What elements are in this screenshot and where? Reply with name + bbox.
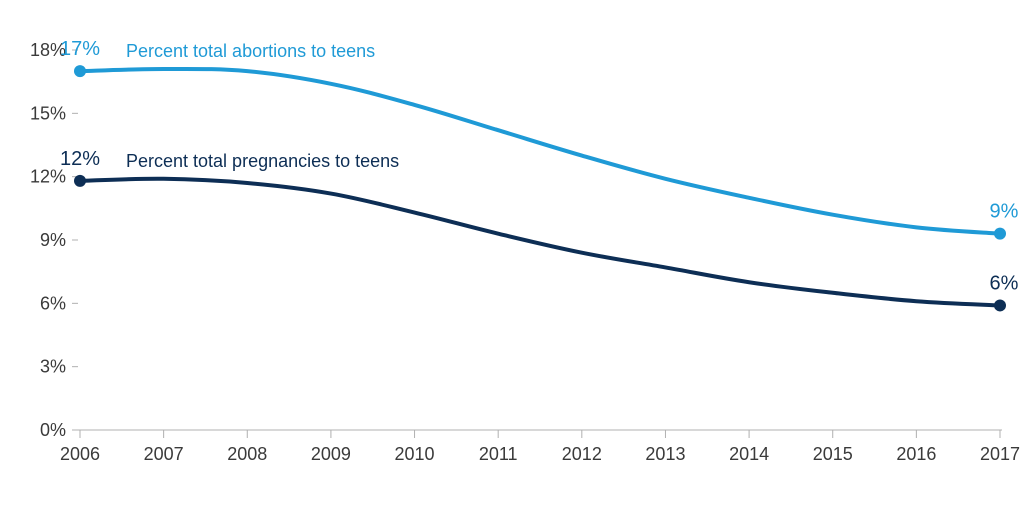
x-tick-label: 2008 — [227, 444, 267, 464]
series-first-marker-pregnancies — [74, 175, 86, 187]
y-tick-label: 6% — [40, 293, 66, 313]
series-last-label-abortions: 9% — [990, 201, 1019, 223]
x-tick-label: 2017 — [980, 444, 1020, 464]
x-tick-label: 2010 — [395, 444, 435, 464]
y-tick-label: 15% — [30, 103, 66, 123]
series-first-label-pregnancies: 12% — [60, 148, 100, 170]
series-last-label-pregnancies: 6% — [990, 272, 1019, 294]
x-tick-label: 2006 — [60, 444, 100, 464]
chart-svg: 0%3%6%9%12%15%18%20062007200820092010201… — [0, 0, 1024, 512]
y-tick-label: 0% — [40, 420, 66, 440]
x-tick-label: 2014 — [729, 444, 769, 464]
x-tick-label: 2013 — [645, 444, 685, 464]
series-first-marker-abortions — [74, 65, 86, 77]
x-tick-label: 2009 — [311, 444, 351, 464]
x-tick-label: 2012 — [562, 444, 602, 464]
y-tick-label: 9% — [40, 230, 66, 250]
series-name-label-pregnancies: Percent total pregnancies to teens — [126, 151, 399, 171]
x-tick-label: 2007 — [144, 444, 184, 464]
series-first-label-abortions: 17% — [60, 38, 100, 60]
y-tick-label: 3% — [40, 357, 66, 377]
line-chart: 0%3%6%9%12%15%18%20062007200820092010201… — [0, 0, 1024, 512]
series-line-pregnancies — [80, 179, 1000, 306]
x-tick-label: 2011 — [479, 444, 518, 464]
x-tick-label: 2016 — [896, 444, 936, 464]
x-tick-label: 2015 — [813, 444, 853, 464]
series-last-marker-abortions — [994, 228, 1006, 240]
series-name-label-abortions: Percent total abortions to teens — [126, 41, 375, 61]
series-last-marker-pregnancies — [994, 299, 1006, 311]
